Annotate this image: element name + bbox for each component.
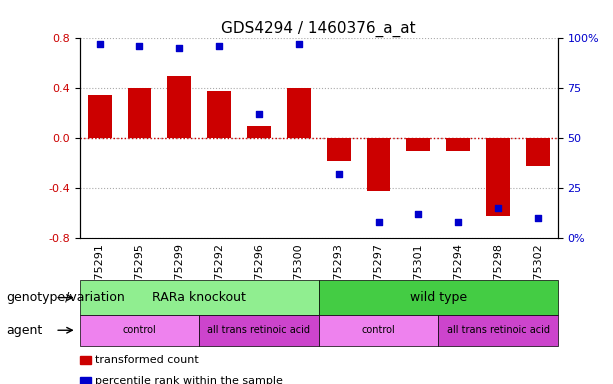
Bar bbox=[88, 94, 112, 138]
Bar bbox=[207, 91, 231, 138]
Point bbox=[493, 205, 503, 211]
Text: agent: agent bbox=[6, 324, 42, 337]
Bar bbox=[128, 88, 151, 138]
Text: all trans retinoic acid: all trans retinoic acid bbox=[446, 325, 550, 335]
Text: control: control bbox=[123, 325, 156, 335]
Point bbox=[413, 211, 423, 217]
Text: RARa knockout: RARa knockout bbox=[152, 291, 246, 304]
Point bbox=[94, 41, 104, 48]
Point bbox=[333, 171, 343, 177]
Bar bbox=[526, 138, 550, 166]
Bar bbox=[247, 126, 271, 138]
Point bbox=[373, 219, 384, 225]
Point bbox=[454, 219, 463, 225]
Text: genotype/variation: genotype/variation bbox=[6, 291, 125, 304]
Bar bbox=[446, 138, 470, 151]
Text: wild type: wild type bbox=[409, 291, 467, 304]
Point bbox=[533, 215, 543, 221]
Text: all trans retinoic acid: all trans retinoic acid bbox=[207, 325, 311, 335]
Title: GDS4294 / 1460376_a_at: GDS4294 / 1460376_a_at bbox=[221, 21, 416, 37]
Point bbox=[134, 43, 145, 50]
Bar bbox=[327, 138, 351, 161]
Text: control: control bbox=[362, 325, 395, 335]
Bar bbox=[287, 88, 311, 138]
Point bbox=[175, 45, 185, 51]
Text: percentile rank within the sample: percentile rank within the sample bbox=[95, 376, 283, 384]
Point bbox=[215, 43, 224, 50]
Bar bbox=[367, 138, 390, 190]
Point bbox=[254, 111, 264, 118]
Point bbox=[294, 41, 304, 48]
Bar bbox=[406, 138, 430, 151]
Bar bbox=[486, 138, 510, 216]
Bar bbox=[167, 76, 191, 138]
Text: transformed count: transformed count bbox=[95, 355, 199, 365]
